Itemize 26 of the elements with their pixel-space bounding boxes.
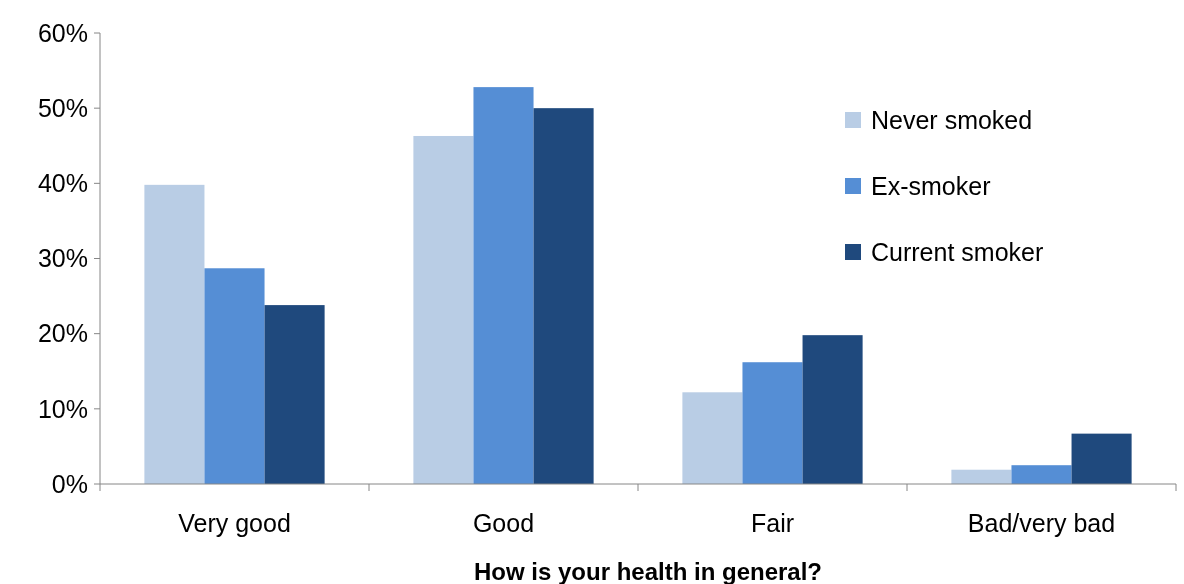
x-tick-label: Very good [178,509,291,537]
y-tick-label: 60% [37,18,88,47]
y-tick-label: 50% [37,93,88,122]
bar [742,362,803,484]
y-tick-label: 0% [51,469,88,498]
bar [473,87,534,484]
bar [144,184,205,484]
legend-label: Never smoked [871,105,1033,134]
y-tick-label: 10% [37,394,88,423]
bar [413,135,474,484]
bar [951,469,1012,484]
bar [1011,465,1072,484]
bar [204,268,265,484]
x-tick-label: Good [472,509,535,537]
bar [264,305,325,484]
y-tick-label: 30% [37,244,88,273]
bar [1071,433,1132,484]
bar [533,108,594,484]
bar [802,335,863,484]
x-tick-label: Bad/very bad [967,509,1116,537]
y-tick-label: 40% [37,169,88,198]
bar [682,392,743,484]
y-tick-label: 20% [37,319,88,348]
x-tick-label: Fair [750,509,795,537]
legend-label: Current smoker [871,237,1044,266]
legend-label: Ex-smoker [871,171,991,200]
